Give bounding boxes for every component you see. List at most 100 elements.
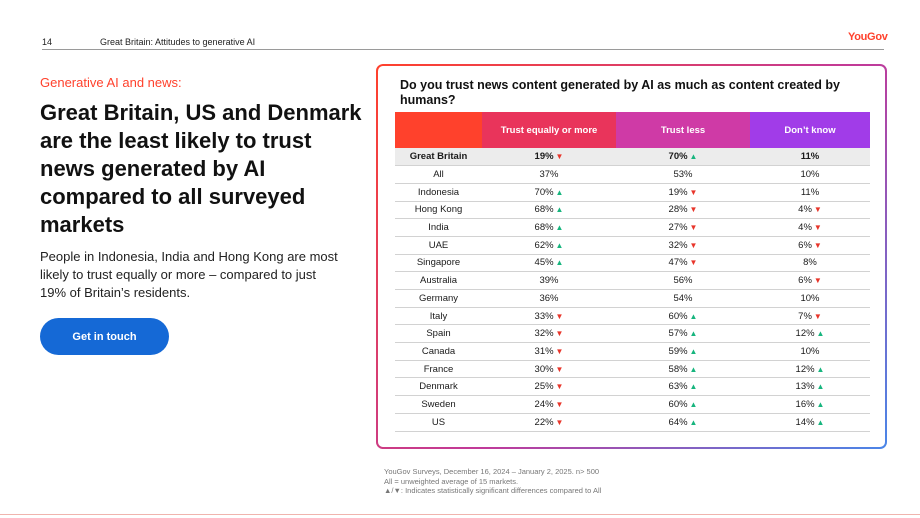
triangle-down-icon: ▼ (813, 205, 822, 215)
triangle-up-icon: ▲ (689, 399, 698, 409)
value-text: 36% (539, 292, 559, 304)
value-text: 70% (534, 186, 554, 198)
value-text: 68% (534, 204, 554, 216)
table-row: Italy 33% ▼ 60% ▲ 7% ▼ (395, 307, 870, 326)
section-kicker: Generative AI and news: (40, 75, 182, 90)
triangle-down-icon: ▼ (813, 240, 822, 250)
footnote-significance: ▲/▼: Indicates statistically significant… (384, 486, 602, 495)
value-cell: 8% (750, 254, 870, 273)
value-text: 31% (534, 345, 554, 357)
get-in-touch-button[interactable]: Get in touch (40, 318, 169, 355)
triangle-down-icon: ▼ (555, 152, 564, 162)
table-row: Hong Kong 68% ▲ 28% ▼ 4% ▼ (395, 201, 870, 220)
value-cell: 70% ▲ (616, 148, 750, 167)
column-header-trust-less: Trust less (616, 112, 750, 148)
value-text: 53% (673, 169, 693, 181)
column-header-trust-equally: Trust equally or more (482, 112, 616, 148)
value-cell: 62% ▲ (482, 236, 616, 255)
triangle-down-icon: ▼ (813, 223, 822, 233)
value-cell: 13% ▲ (750, 377, 870, 397)
value-cell: 12% ▲ (750, 360, 870, 379)
triangle-up-icon: ▲ (689, 382, 698, 392)
page-header: 14 Great Britain: Attitudes to generativ… (42, 37, 920, 51)
market-cell: Singapore (395, 254, 482, 273)
market-cell: UAE (395, 236, 482, 255)
table-row: Australia 39% 56% 6% ▼ (395, 271, 870, 290)
value-text: 33% (534, 310, 554, 322)
value-text: 32% (668, 239, 688, 251)
value-cell: 31% ▼ (482, 342, 616, 361)
triangle-up-icon: ▲ (816, 399, 825, 409)
value-cell: 10% (750, 342, 870, 361)
footnote-all-definition: All = unweighted average of 15 markets. (384, 476, 519, 486)
value-text: 58% (668, 363, 688, 375)
triangle-up-icon: ▲ (816, 382, 825, 392)
value-text: 60% (668, 310, 688, 322)
value-text: 57% (668, 328, 688, 340)
triangle-down-icon: ▼ (555, 399, 564, 409)
table-row: Canada 31% ▼ 59% ▲ 10% (395, 342, 870, 361)
value-text: 59% (668, 345, 688, 357)
value-text: 11% (800, 186, 820, 198)
table-row: Denmark 25% ▼ 63% ▲ 13% ▲ (395, 377, 870, 397)
value-cell: 45% ▲ (482, 254, 616, 273)
value-cell: 24% ▼ (482, 395, 616, 414)
value-cell: 60% ▲ (616, 307, 750, 326)
value-text: 62% (534, 239, 554, 251)
value-text: 30% (534, 363, 554, 375)
table-row: Spain 32% ▼ 57% ▲ 12% ▲ (395, 324, 870, 344)
triangle-down-icon: ▼ (813, 311, 822, 321)
market-cell: Indonesia (395, 183, 482, 202)
value-text: 4% (798, 204, 812, 216)
value-text: 8% (803, 257, 817, 269)
triangle-up-icon: ▲ (689, 364, 698, 374)
page-number: 14 (42, 37, 53, 47)
value-text: 25% (534, 381, 554, 393)
value-text: 54% (673, 292, 693, 304)
triangle-down-icon: ▼ (689, 240, 698, 250)
table-row: Singapore 45% ▲ 47% ▼ 8% (395, 254, 870, 273)
value-text: 6% (798, 239, 812, 251)
table-row: US 22% ▼ 64% ▲ 14% ▲ (395, 413, 870, 432)
value-text: 56% (673, 275, 693, 287)
value-cell: 70% ▲ (482, 183, 616, 202)
value-text: 37% (539, 169, 559, 181)
table-header-row: Trust equally or more Trust less Don’t k… (395, 112, 870, 148)
value-text: 10% (800, 169, 820, 181)
triangle-down-icon: ▼ (689, 205, 698, 215)
value-cell: 28% ▼ (616, 201, 750, 220)
triangle-up-icon: ▲ (816, 417, 825, 427)
triangle-down-icon: ▼ (689, 258, 698, 268)
triangle-down-icon: ▼ (555, 346, 564, 356)
market-cell: Germany (395, 289, 482, 308)
results-table: Trust equally or more Trust less Don’t k… (395, 112, 870, 432)
market-cell: All (395, 165, 482, 184)
value-cell: 53% (616, 165, 750, 184)
value-cell: 63% ▲ (616, 377, 750, 397)
value-cell: 6% ▼ (750, 236, 870, 255)
value-cell: 36% (482, 289, 616, 308)
value-text: 39% (539, 275, 559, 287)
value-text: 7% (798, 310, 812, 322)
triangle-down-icon: ▼ (555, 311, 564, 321)
value-cell: 39% (482, 271, 616, 290)
triangle-up-icon: ▲ (689, 329, 698, 339)
value-text: 32% (534, 328, 554, 340)
value-text: 68% (534, 222, 554, 234)
value-cell: 22% ▼ (482, 413, 616, 432)
value-cell: 19% ▼ (616, 183, 750, 202)
value-cell: 60% ▲ (616, 395, 750, 414)
footnote-source: YouGov Surveys, December 16, 2024 – Janu… (384, 467, 600, 476)
table-body: Great Britain 19% ▼ 70% ▲ 11% All 37% 53% 10% Indo… (395, 148, 870, 432)
value-cell: 4% ▼ (750, 201, 870, 220)
table-row: Sweden 24% ▼ 60% ▲ 16% ▲ (395, 395, 870, 414)
value-cell: 10% (750, 289, 870, 308)
value-cell: 54% (616, 289, 750, 308)
yougov-logo: YouGov (848, 31, 888, 43)
value-cell: 59% ▲ (616, 342, 750, 361)
triangle-down-icon: ▼ (555, 364, 564, 374)
value-text: 4% (798, 222, 812, 234)
bottom-divider (0, 514, 920, 515)
triangle-up-icon: ▲ (555, 187, 564, 197)
page-headline: Great Britain, US and Denmark are the le… (40, 100, 362, 237)
